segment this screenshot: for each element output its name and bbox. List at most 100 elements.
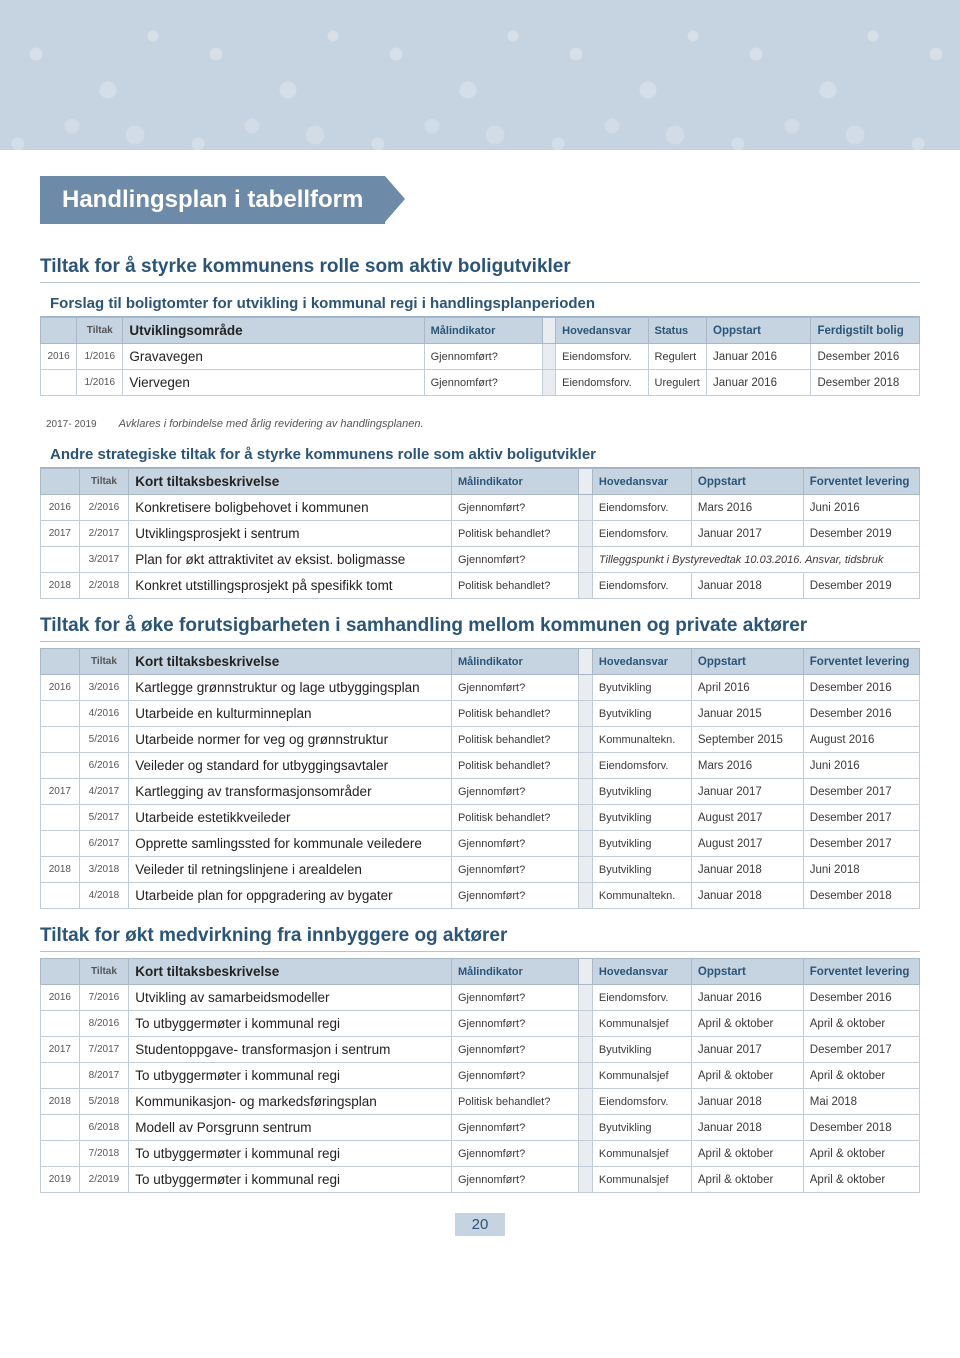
cell-year: 2016: [41, 675, 80, 701]
cell-tiltak: 6/2016: [79, 753, 128, 779]
cell-opp: Januar 2016: [707, 370, 811, 396]
cell-tiltak: 2/2019: [79, 1167, 128, 1193]
cell-gap: [578, 857, 592, 883]
cell-mal: Gjennomført?: [451, 1037, 578, 1063]
cell-desc: Studentoppgave- transformasjon i sentrum: [129, 1037, 452, 1063]
cell-desc: To utbyggermøter i kommunal regi: [129, 1167, 452, 1193]
cell-hoved: Byutvikling: [592, 701, 691, 727]
section1-note: 2017- 2019 Avklares i forbindelse med år…: [40, 412, 920, 440]
table-row: 2019 2/2019 To utbyggermøter i kommunal …: [41, 1167, 920, 1193]
cell-year: 2017: [41, 521, 80, 547]
cell-desc: Utviklingsprosjekt i sentrum: [129, 521, 452, 547]
cell-hoved: Byutvikling: [592, 805, 691, 831]
th-lev: Forventet levering: [803, 959, 919, 985]
cell-year: 2019: [41, 1167, 80, 1193]
cell-mal: Gjennomført?: [451, 779, 578, 805]
cell-tiltak: 2/2016: [79, 495, 128, 521]
cell-mal: Gjennomført?: [451, 1063, 578, 1089]
table-row: 6/2016 Veileder og standard for utbyggin…: [41, 753, 920, 779]
cell-tiltak: 8/2016: [79, 1011, 128, 1037]
th-tiltak: Tiltak: [79, 649, 128, 675]
table-row: 2018 3/2018 Veileder til retningslinjene…: [41, 857, 920, 883]
cell-year: 2016: [41, 985, 80, 1011]
cell-year: [41, 727, 80, 753]
table-row: 4/2016 Utarbeide en kulturminneplan Poli…: [41, 701, 920, 727]
cell-lev: Desember 2016: [811, 344, 920, 370]
table-row: 2016 1/2016 Gravavegen Gjennomført? Eien…: [41, 344, 920, 370]
cell-desc: Utvikling av samarbeidsmodeller: [129, 985, 452, 1011]
cell-desc: Konkretisere boligbehovet i kommunen: [129, 495, 452, 521]
th-status: Status: [648, 318, 706, 344]
cell-gap: [543, 370, 556, 396]
cell-opp: April & oktober: [691, 1141, 803, 1167]
cell-mal: Politisk behandlet?: [451, 701, 578, 727]
cell-gap: [578, 1141, 592, 1167]
cell-opp: Januar 2018: [691, 573, 803, 599]
table-row: 3/2017 Plan for økt attraktivitet av eks…: [41, 547, 920, 573]
decorative-banner: [0, 0, 960, 150]
cell-lev: Desember 2016: [803, 985, 919, 1011]
cell-tiltak: 7/2018: [79, 1141, 128, 1167]
cell-tiltak: 1/2016: [77, 344, 123, 370]
cell-hoved: Byutvikling: [592, 779, 691, 805]
cell-lev: Desember 2016: [803, 675, 919, 701]
cell-hoved: Eiendomsforv.: [592, 573, 691, 599]
cell-hoved: Byutvikling: [592, 857, 691, 883]
cell-mal: Gjennomført?: [451, 495, 578, 521]
th-opp: Oppstart: [691, 469, 803, 495]
cell-lev: Juni 2016: [803, 753, 919, 779]
th-desc: Kort tiltaksbeskrivelse: [129, 469, 452, 495]
th-mal: Målindikator: [451, 649, 578, 675]
cell-year: 2016: [41, 495, 80, 521]
cell-lev: Desember 2018: [803, 883, 919, 909]
cell-desc: Opprette samlingssted for kommunale veil…: [129, 831, 452, 857]
cell-gap: [543, 344, 556, 370]
cell-year: [41, 1115, 80, 1141]
cell-tiltak: 2/2017: [79, 521, 128, 547]
cell-lev: August 2016: [803, 727, 919, 753]
cell-tiltak: 5/2016: [79, 727, 128, 753]
cell-gap: [578, 1063, 592, 1089]
page-content: Handlingsplan i tabellform Tiltak for å …: [0, 150, 960, 1276]
cell-desc: To utbyggermøter i kommunal regi: [129, 1011, 452, 1037]
cell-mal: Gjennomført?: [451, 547, 578, 573]
cell-desc: Utarbeide en kulturminneplan: [129, 701, 452, 727]
cell-hoved: Eiendomsforv.: [556, 370, 648, 396]
cell-year: [41, 805, 80, 831]
cell-lev: April & oktober: [803, 1063, 919, 1089]
cell-year: [41, 1141, 80, 1167]
cell-opp: Januar 2018: [691, 1089, 803, 1115]
table-row: 2017 2/2017 Utviklingsprosjekt i sentrum…: [41, 521, 920, 547]
cell-lev: Mai 2018: [803, 1089, 919, 1115]
cell-hoved: Kommunaltekn.: [592, 883, 691, 909]
cell-opp: Januar 2017: [691, 779, 803, 805]
table-row: 2017 4/2017 Kartlegging av transformasjo…: [41, 779, 920, 805]
th-hoved: Hovedansvar: [592, 469, 691, 495]
cell-hoved: Kommunalsjef: [592, 1063, 691, 1089]
table-row: 5/2016 Utarbeide normer for veg og grønn…: [41, 727, 920, 753]
cell-mal: Politisk behandlet?: [451, 1089, 578, 1115]
cell-mal: Gjennomført?: [451, 985, 578, 1011]
cell-opp: April & oktober: [691, 1011, 803, 1037]
th-hoved: Hovedansvar: [556, 318, 648, 344]
th-utv: Utviklingsområde: [123, 318, 424, 344]
table-row: 4/2018 Utarbeide plan for oppgradering a…: [41, 883, 920, 909]
cell-hoved: Byutvikling: [592, 1037, 691, 1063]
cell-tiltak: 5/2017: [79, 805, 128, 831]
cell-year: 2018: [41, 1089, 80, 1115]
cell-desc: Kartlegging av transformasjonsområder: [129, 779, 452, 805]
cell-hoved: Kommunalsjef: [592, 1011, 691, 1037]
cell-gap: [578, 1167, 592, 1193]
th-tiltak: Tiltak: [79, 959, 128, 985]
cell-lev: Juni 2018: [803, 857, 919, 883]
page-title: Handlingsplan i tabellform: [40, 176, 385, 224]
cell-gap: [578, 1089, 592, 1115]
cell-mal: Gjennomført?: [451, 1167, 578, 1193]
cell-mal: Politisk behandlet?: [451, 805, 578, 831]
th-hoved: Hovedansvar: [592, 959, 691, 985]
cell-hoved: Byutvikling: [592, 675, 691, 701]
cell-opp: April & oktober: [691, 1167, 803, 1193]
cell-lev: Juni 2016: [803, 495, 919, 521]
cell-mal: Politisk behandlet?: [451, 521, 578, 547]
table-row: 8/2017 To utbyggermøter i kommunal regi …: [41, 1063, 920, 1089]
